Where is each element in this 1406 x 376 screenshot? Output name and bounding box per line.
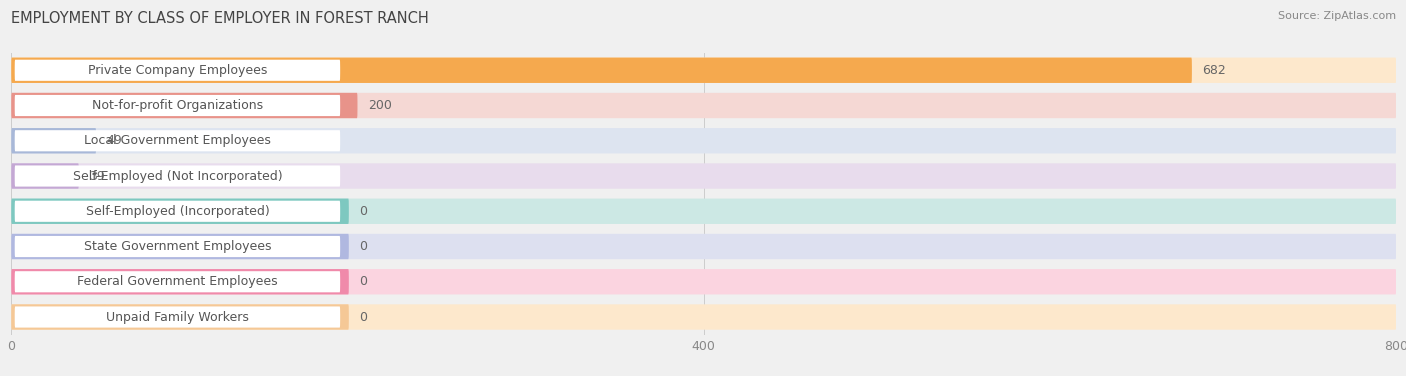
FancyBboxPatch shape	[14, 165, 340, 186]
FancyBboxPatch shape	[14, 95, 340, 116]
FancyBboxPatch shape	[11, 269, 349, 294]
Text: 682: 682	[1202, 64, 1226, 77]
FancyBboxPatch shape	[11, 58, 1396, 83]
FancyBboxPatch shape	[11, 269, 1396, 294]
FancyBboxPatch shape	[14, 60, 340, 81]
FancyBboxPatch shape	[11, 234, 1396, 259]
FancyBboxPatch shape	[11, 128, 1396, 153]
Text: 49: 49	[107, 134, 122, 147]
FancyBboxPatch shape	[14, 130, 340, 151]
FancyBboxPatch shape	[11, 199, 1396, 224]
FancyBboxPatch shape	[11, 163, 79, 189]
Text: State Government Employees: State Government Employees	[84, 240, 271, 253]
FancyBboxPatch shape	[11, 163, 1396, 189]
FancyBboxPatch shape	[11, 199, 349, 224]
FancyBboxPatch shape	[11, 234, 349, 259]
FancyBboxPatch shape	[11, 93, 357, 118]
Text: Not-for-profit Organizations: Not-for-profit Organizations	[91, 99, 263, 112]
Text: 0: 0	[359, 275, 367, 288]
Text: Self-Employed (Incorporated): Self-Employed (Incorporated)	[86, 205, 270, 218]
Text: Unpaid Family Workers: Unpaid Family Workers	[105, 311, 249, 323]
FancyBboxPatch shape	[14, 201, 340, 222]
FancyBboxPatch shape	[11, 304, 349, 330]
Text: 39: 39	[89, 170, 105, 182]
FancyBboxPatch shape	[14, 306, 340, 327]
FancyBboxPatch shape	[14, 236, 340, 257]
Text: Private Company Employees: Private Company Employees	[87, 64, 267, 77]
Text: Source: ZipAtlas.com: Source: ZipAtlas.com	[1278, 11, 1396, 21]
Text: Self-Employed (Not Incorporated): Self-Employed (Not Incorporated)	[73, 170, 283, 182]
Text: Federal Government Employees: Federal Government Employees	[77, 275, 278, 288]
Text: EMPLOYMENT BY CLASS OF EMPLOYER IN FOREST RANCH: EMPLOYMENT BY CLASS OF EMPLOYER IN FORES…	[11, 11, 429, 26]
Text: Local Government Employees: Local Government Employees	[84, 134, 271, 147]
Text: 0: 0	[359, 311, 367, 323]
FancyBboxPatch shape	[14, 271, 340, 292]
FancyBboxPatch shape	[11, 58, 1192, 83]
FancyBboxPatch shape	[11, 304, 1396, 330]
Text: 0: 0	[359, 240, 367, 253]
Text: 200: 200	[368, 99, 392, 112]
FancyBboxPatch shape	[11, 93, 1396, 118]
FancyBboxPatch shape	[11, 128, 96, 153]
Text: 0: 0	[359, 205, 367, 218]
